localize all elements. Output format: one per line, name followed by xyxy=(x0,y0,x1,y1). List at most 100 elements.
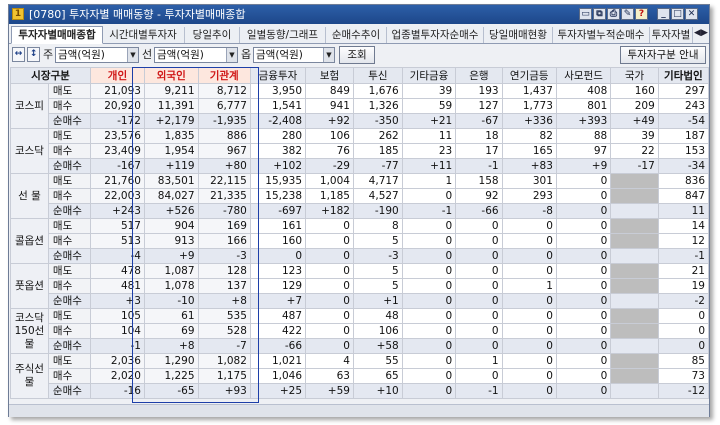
table-cell: +393 xyxy=(555,113,612,129)
table-cell: 4,527 xyxy=(352,188,403,204)
table-row[interactable]: 콜옵션 매도 517 904 169 161 0 8 0 0 0 0 14 xyxy=(10,218,710,264)
swap-arrows-icon[interactable]: ↔ xyxy=(12,47,25,62)
table-cell xyxy=(610,323,659,339)
header-private-fund[interactable]: 사모펀드 xyxy=(555,67,612,84)
up-down-arrows-icon[interactable]: ↕ xyxy=(27,47,40,62)
table-cell: 4 xyxy=(305,353,354,369)
table-row[interactable]: 순매수 +243 +526 -780 -697 +182 -190 -1 -66 -8 0 11 xyxy=(11,203,710,219)
table-row[interactable]: 매수 481 1,078 137 129 0 5 0 0 1 0 19 xyxy=(11,278,710,294)
table-cell: 22 xyxy=(610,143,659,159)
table-row[interactable]: 순매수 -16 -65 +93 +25 +59 +10 0 -1 0 0 -12 xyxy=(11,383,710,399)
table-cell: 83,501 xyxy=(143,173,199,189)
table-cell: +336 xyxy=(501,113,557,129)
print-icon[interactable]: ⎙ xyxy=(607,8,620,20)
query-button[interactable]: 조회 xyxy=(339,46,375,64)
table-row[interactable]: 순매수 -172 +2,179 -1,935 -2,408 +92 -350 +21 -67 +3… xyxy=(11,113,710,129)
header-financial-investment[interactable]: 금융투자 xyxy=(249,67,307,84)
horizontal-scrollbar[interactable] xyxy=(9,404,709,417)
header-individual[interactable]: 개인 xyxy=(89,67,145,84)
table-cell: 0 xyxy=(305,293,354,309)
close-icon[interactable]: ✕ xyxy=(685,8,698,20)
row-type-label: 매도 xyxy=(47,353,91,369)
table-row[interactable]: 선 물 매도 21,760 83,501 22,115 15,935 1,004 4,717 1… xyxy=(10,173,710,219)
table-cell: 0 xyxy=(555,233,612,249)
table-row[interactable]: 매수 2,020 1,225 1,175 1,046 63 65 0 0 0 0 73 xyxy=(11,368,710,384)
table-cell: 129 xyxy=(249,278,307,294)
table-row[interactable]: 코스닥150선물 매도 105 61 535 487 0 48 0 0 0 0 0 xyxy=(10,308,710,354)
tab-daily-graph[interactable]: 일별동향/그래프 xyxy=(240,27,326,43)
chevron-down-icon[interactable]: ▼ xyxy=(323,48,334,62)
header-government[interactable]: 국가 xyxy=(610,67,659,84)
table-row[interactable]: 순매수 -167 +119 +80 +102 -29 -77 +11 -1 +83 +9 -17 -34 xyxy=(11,158,710,174)
table-cell: 127 xyxy=(455,98,503,114)
futures-unit-select[interactable]: 금액(억원) ▼ xyxy=(154,47,238,63)
minimize-icon[interactable]: _ xyxy=(657,8,670,20)
tab-daily-trend[interactable]: 당일추이 xyxy=(185,27,240,43)
table-cell: 23,409 xyxy=(89,143,145,159)
table-cell: +10 xyxy=(352,383,403,399)
table-row[interactable]: 주식선물 매도 2,036 1,290 1,082 1,021 4 55 0 1 0 0 85 xyxy=(10,353,710,399)
header-insurance[interactable]: 보험 xyxy=(305,67,354,84)
table-cell: +119 xyxy=(143,158,199,174)
tab-investor-more[interactable]: 투자자별 xyxy=(650,27,693,43)
table-cell: 1,835 xyxy=(143,128,199,144)
table-row[interactable]: 풋옵션 매도 478 1,087 128 123 0 5 0 0 0 0 21 xyxy=(10,263,710,309)
help-icon[interactable]: ? xyxy=(635,8,648,20)
table-cell: +243 xyxy=(89,203,145,219)
options-unit-select[interactable]: 금액(억원) ▼ xyxy=(253,47,335,63)
restore-icon[interactable]: ⧉ xyxy=(593,8,606,20)
tab-sector-investor[interactable]: 업종별투자자순매수 xyxy=(387,27,484,43)
header-investment-trust[interactable]: 투신 xyxy=(352,67,403,84)
chevron-down-icon[interactable]: ▼ xyxy=(226,48,237,62)
app-icon[interactable]: 1 xyxy=(12,8,24,20)
table-row[interactable]: 순매수 +3 -10 +8 +7 0 +1 0 0 0 0 -2 xyxy=(11,293,710,309)
table-cell: 0 xyxy=(455,368,503,384)
maximize-icon[interactable]: □ xyxy=(671,8,684,20)
table-row[interactable]: 매수 20,920 11,391 6,777 1,541 941 1,326 59 127 1,7… xyxy=(11,98,710,114)
table-cell: 88 xyxy=(555,128,612,144)
table-cell: 63 xyxy=(305,368,354,384)
row-type-label: 매수 xyxy=(47,143,91,159)
investor-guide-button[interactable]: 투자자구분 안내 xyxy=(620,46,706,64)
table-row[interactable]: 매수 104 69 528 422 0 106 0 0 0 0 0 xyxy=(11,323,710,339)
table-cell: -1 xyxy=(455,383,503,399)
table-cell: 0 xyxy=(305,308,354,324)
header-foreign[interactable]: 외국인 xyxy=(143,67,199,84)
table-cell: 1,175 xyxy=(197,368,251,384)
table-cell: 0 xyxy=(455,323,503,339)
tab-scroll-left-icon[interactable]: ◀ xyxy=(694,28,701,38)
tab-investor-summary[interactable]: 투자자별매매종합 xyxy=(11,26,103,44)
table-row[interactable]: 코스닥 매도 23,576 1,835 886 280 106 262 11 18 82 88 39 18… xyxy=(10,128,710,174)
tab-scroll-right-icon[interactable]: ▶ xyxy=(701,28,708,38)
stock-unit-select[interactable]: 금액(억원) ▼ xyxy=(55,47,139,63)
tab-time-investor[interactable]: 시간대별투자자 xyxy=(102,27,185,43)
header-other-finance[interactable]: 기타금융 xyxy=(401,67,457,84)
tools-icon[interactable]: ✎ xyxy=(621,8,634,20)
header-institution[interactable]: 기관계 xyxy=(197,67,251,84)
window-mode-icon[interactable]: ▭ xyxy=(579,8,592,20)
table-cell: 2,036 xyxy=(89,353,145,369)
table-row[interactable]: 매수 23,409 1,954 967 382 76 185 23 17 165 97 22 153 xyxy=(11,143,710,159)
header-other-corp[interactable]: 기타법인 xyxy=(657,67,710,84)
tab-cumulative-net-buy[interactable]: 투자자별누적순매수 xyxy=(553,27,650,43)
table-row[interactable]: 매수 513 913 166 160 0 5 0 0 0 0 12 xyxy=(11,233,710,249)
header-bank[interactable]: 은행 xyxy=(455,67,503,84)
table-cell: 0 xyxy=(401,278,457,294)
table-cell: 0 xyxy=(555,293,612,309)
row-type-label: 순매수 xyxy=(47,113,91,129)
table-cell: 187 xyxy=(657,128,710,144)
chevron-down-icon[interactable]: ▼ xyxy=(127,48,138,62)
table-cell: -67 xyxy=(455,113,503,129)
table-cell: 2,020 xyxy=(89,368,145,384)
table-cell: +83 xyxy=(501,158,557,174)
options-unit-value: 금액(억원) xyxy=(256,49,303,61)
table-row[interactable]: 매수 22,003 84,027 21,335 15,238 1,185 4,527 0 92 2… xyxy=(11,188,710,204)
table-cell: -3 xyxy=(197,248,251,264)
tab-daily-status[interactable]: 당일매매현황 xyxy=(484,27,553,43)
table-row[interactable]: 코스피 매도 21,093 9,211 8,712 3,950 849 1,676 39 193 1… xyxy=(10,83,710,129)
header-pension[interactable]: 연기금등 xyxy=(501,67,557,84)
table-row[interactable]: 순매수 -4 +9 -3 0 0 -3 0 0 0 0 -1 xyxy=(11,248,710,264)
table-cell: 0 xyxy=(455,338,503,354)
tab-net-buy-trend[interactable]: 순매수추이 xyxy=(326,27,387,43)
table-row[interactable]: 순매수 -1 +8 -7 -66 0 +58 0 0 0 0 0 xyxy=(11,338,710,354)
